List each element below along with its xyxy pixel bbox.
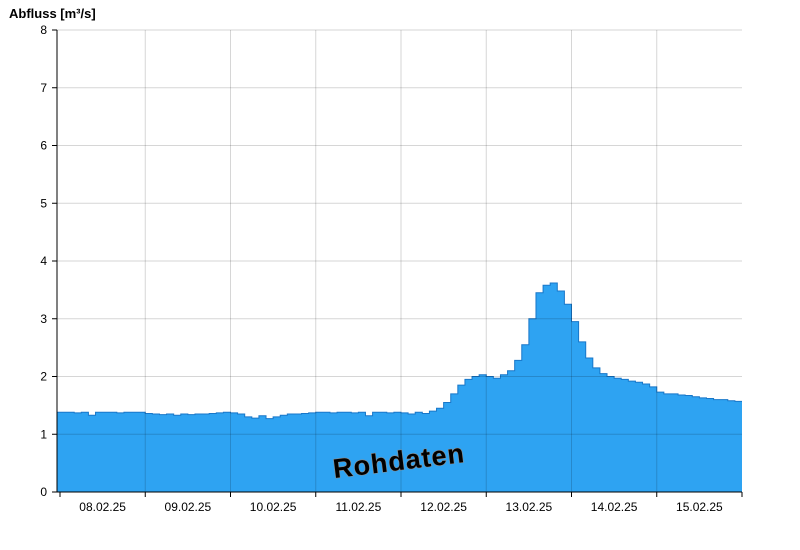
y-tick-label: 0 <box>40 485 47 499</box>
x-date-label: 10.02.25 <box>250 500 297 514</box>
y-tick-label: 7 <box>40 81 47 95</box>
chart-title: Abfluss [m³/s] <box>9 6 96 21</box>
x-date-label: 12.02.25 <box>420 500 467 514</box>
x-date-label: 11.02.25 <box>335 500 381 514</box>
x-date-label: 08.02.25 <box>79 500 126 514</box>
y-tick-label: 4 <box>40 254 47 268</box>
x-date-label: 15.02.25 <box>676 500 723 514</box>
y-tick-label: 5 <box>40 196 47 210</box>
discharge-area <box>57 282 742 492</box>
x-date-label: 14.02.25 <box>591 500 638 514</box>
y-tick-label: 1 <box>40 427 47 441</box>
y-tick-label: 2 <box>40 370 47 384</box>
y-tick-label: 8 <box>40 23 47 37</box>
x-date-label: 13.02.25 <box>506 500 553 514</box>
discharge-line <box>56 282 742 420</box>
x-date-label: 09.02.25 <box>165 500 212 514</box>
y-tick-label: 6 <box>40 139 47 153</box>
y-tick-label: 3 <box>40 312 47 326</box>
